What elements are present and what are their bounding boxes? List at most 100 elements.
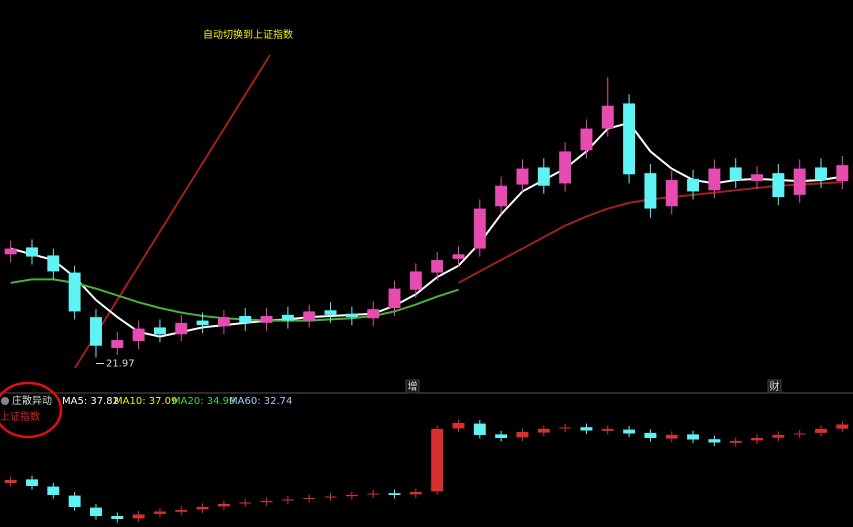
candle-body: [4, 248, 17, 255]
candle-body: [367, 493, 380, 495]
candle-body: [793, 168, 806, 195]
candle-body: [431, 260, 444, 273]
candle-body: [644, 173, 657, 209]
annotation-title: 自动切换到上证指数: [203, 28, 293, 41]
candle-body: [836, 424, 849, 429]
candle-body: [153, 327, 166, 335]
candle-body: [111, 516, 124, 519]
candle-body: [132, 328, 145, 342]
ma-label: MA60: 32.74: [229, 396, 292, 407]
candle-body: [303, 311, 316, 321]
candle-body: [388, 288, 401, 308]
panel-label: 上证指数: [0, 410, 40, 423]
candle-body: [665, 435, 678, 439]
candle-body: [239, 316, 252, 323]
candle-body: [324, 310, 337, 315]
candle-body: [793, 433, 806, 435]
candle-body: [4, 480, 17, 483]
candle-body: [111, 340, 124, 348]
ma-line: [10, 121, 843, 338]
pointer-line: [74, 54, 271, 369]
candle-body: [345, 495, 358, 497]
event-box: [405, 379, 420, 394]
highlight-circle: [0, 381, 63, 439]
candle-body: [708, 439, 721, 443]
candle-body: [495, 434, 508, 438]
event-box: [767, 379, 782, 394]
candle-body: [431, 429, 444, 492]
candle-body: [473, 423, 486, 435]
candle-body: [196, 507, 209, 510]
candle-body: [623, 103, 636, 175]
candle-body: [239, 502, 252, 504]
candle-body: [516, 168, 529, 185]
low-label: 21.97: [106, 358, 135, 369]
candle-body: [281, 314, 294, 321]
candle-body: [132, 514, 145, 519]
candle-body: [196, 320, 209, 326]
candle-body: [559, 427, 572, 429]
candle-body: [559, 151, 572, 184]
candle-body: [751, 174, 764, 182]
candle-body: [47, 255, 60, 272]
candle-body: [473, 208, 486, 249]
ma-label: MA20: 34.99: [172, 396, 235, 407]
candle-body: [26, 479, 38, 486]
candle-body: [644, 432, 657, 438]
candle-body: [68, 272, 81, 312]
candle-body: [729, 441, 742, 443]
candle-body: [687, 434, 700, 440]
candle-body: [495, 185, 508, 207]
candle-body: [175, 322, 188, 335]
candle-body: [409, 492, 422, 495]
candle-body: [815, 167, 827, 180]
candle-body: [729, 167, 742, 180]
candle-body: [281, 499, 294, 501]
candle-body: [665, 180, 678, 207]
candle-body: [623, 429, 636, 434]
candle-body: [580, 128, 593, 151]
candle-body: [153, 511, 166, 514]
candle-body: [452, 423, 465, 429]
ma-label: MA5: 37.82: [62, 396, 119, 407]
candle-body: [580, 427, 593, 431]
candle-body: [751, 438, 764, 441]
candle-body: [260, 501, 273, 503]
candle-body: [452, 254, 465, 259]
candle-body: [836, 165, 849, 182]
event-label: 财: [770, 380, 780, 393]
candle-body: [175, 510, 188, 512]
candle-body: [601, 105, 614, 129]
candle-body: [26, 247, 38, 257]
candle-body: [217, 317, 230, 327]
candle-body: [516, 432, 529, 438]
candle-body: [303, 498, 316, 499]
candle-body: [345, 313, 358, 318]
candle-body: [367, 309, 380, 319]
candle-body: [601, 429, 614, 431]
candle-body: [89, 317, 102, 346]
candle-body: [324, 496, 337, 498]
candle-body: [537, 429, 550, 433]
indicator-icon: [1, 397, 9, 405]
candle-body: [47, 486, 60, 495]
candle-body: [687, 178, 700, 192]
candle-body: [772, 435, 785, 438]
candle-body: [260, 316, 273, 323]
event-label: 增: [408, 380, 418, 393]
ma-label: MA10: 37.09: [114, 396, 177, 407]
candle-body: [68, 495, 81, 507]
ma-line: [10, 278, 459, 322]
candle-body: [537, 167, 550, 186]
candle-body: [217, 504, 230, 507]
candle-body: [388, 493, 401, 495]
indicator-name: 庄散异动: [12, 394, 52, 407]
candle-body: [89, 507, 102, 516]
candle-body: [409, 271, 422, 290]
candle-body: [708, 168, 721, 191]
candle-body: [772, 173, 785, 198]
candle-body: [815, 429, 827, 433]
